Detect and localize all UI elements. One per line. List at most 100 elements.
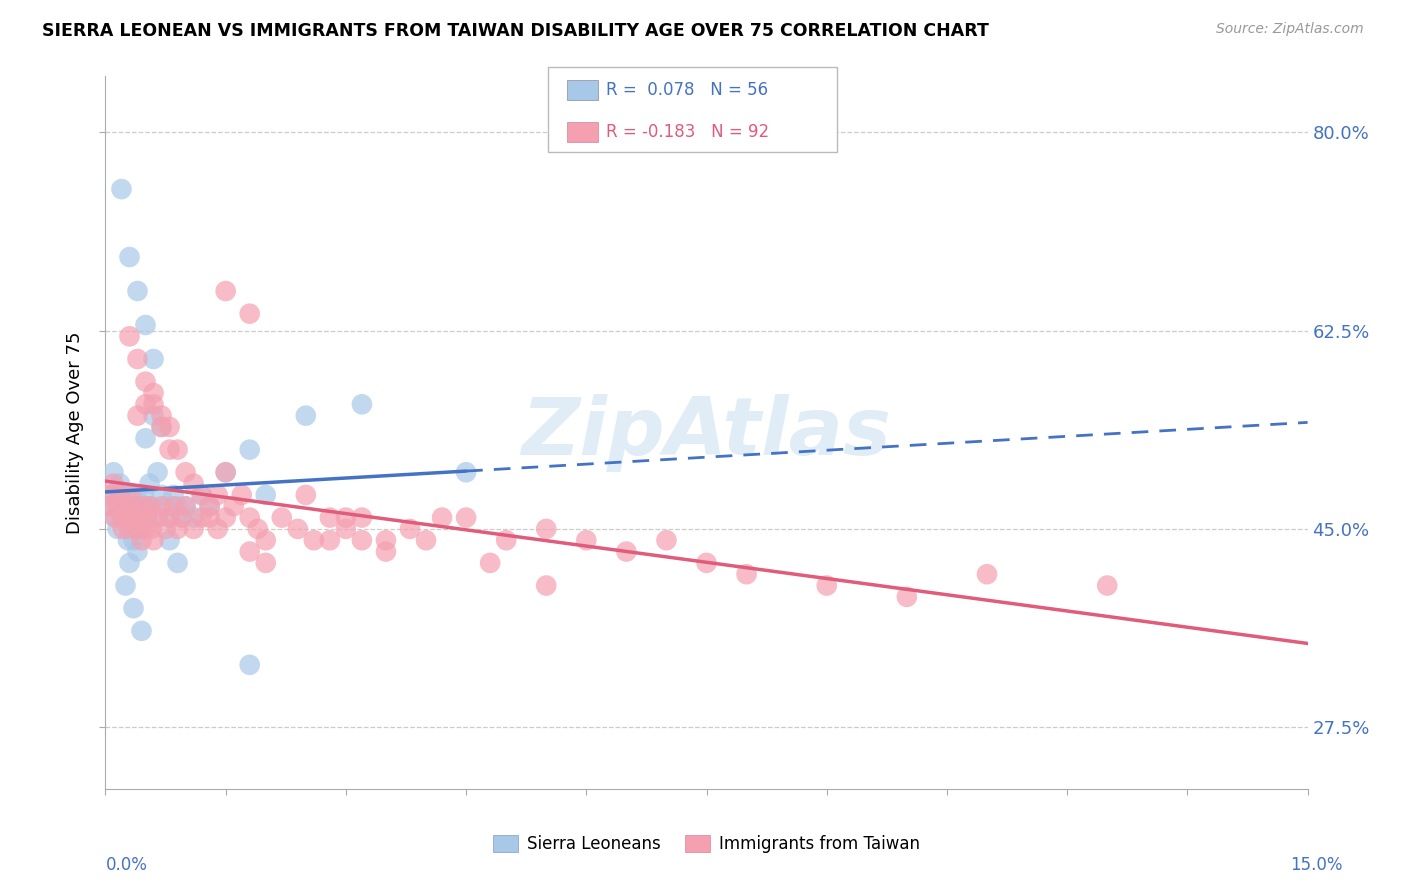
Point — [110, 510, 132, 524]
Point — [319, 510, 342, 524]
Point — [150, 420, 173, 434]
Point — [399, 522, 422, 536]
Point — [655, 533, 678, 548]
Point — [976, 567, 998, 582]
Point — [103, 465, 125, 479]
Point — [108, 488, 131, 502]
Point — [239, 442, 262, 457]
Point — [107, 522, 129, 536]
Point — [127, 284, 149, 298]
Point — [214, 510, 236, 524]
Point — [575, 533, 598, 548]
Text: 0.0%: 0.0% — [105, 855, 148, 873]
Point — [135, 500, 157, 514]
Point — [190, 488, 212, 502]
Point — [198, 500, 221, 514]
Point — [374, 533, 398, 548]
Text: SIERRA LEONEAN VS IMMIGRANTS FROM TAIWAN DISABILITY AGE OVER 75 CORRELATION CHAR: SIERRA LEONEAN VS IMMIGRANTS FROM TAIWAN… — [42, 22, 988, 40]
Point — [190, 488, 212, 502]
Point — [190, 510, 212, 524]
Point — [214, 465, 236, 479]
Point — [239, 307, 262, 321]
Point — [231, 488, 253, 502]
Point — [430, 510, 453, 524]
Point — [127, 409, 149, 423]
Point — [122, 601, 145, 615]
Point — [112, 522, 135, 536]
Point — [254, 556, 277, 570]
Point — [125, 500, 148, 514]
Point — [135, 431, 157, 445]
Point — [1097, 578, 1119, 592]
Point — [479, 556, 502, 570]
Legend: Sierra Leoneans, Immigrants from Taiwan: Sierra Leoneans, Immigrants from Taiwan — [486, 828, 927, 860]
Point — [141, 522, 163, 536]
Point — [120, 488, 142, 502]
Point — [270, 510, 292, 524]
Point — [135, 375, 157, 389]
Point — [127, 351, 149, 366]
Point — [146, 465, 169, 479]
Point — [815, 578, 838, 592]
Point — [150, 500, 173, 514]
Point — [696, 556, 718, 570]
Point — [127, 544, 149, 558]
Point — [239, 657, 262, 672]
Point — [135, 318, 157, 332]
Point — [166, 556, 188, 570]
Point — [162, 488, 184, 502]
Point — [118, 556, 141, 570]
Point — [150, 420, 173, 434]
Point — [295, 409, 318, 423]
Point — [110, 182, 132, 196]
Point — [101, 488, 124, 502]
Point — [735, 567, 758, 582]
Point — [118, 329, 141, 343]
Point — [108, 476, 131, 491]
Point — [128, 510, 150, 524]
Text: ZipAtlas: ZipAtlas — [522, 393, 891, 472]
Point — [214, 465, 236, 479]
Point — [174, 465, 197, 479]
Point — [374, 544, 398, 558]
Point — [150, 409, 173, 423]
Point — [170, 510, 193, 524]
Point — [302, 533, 325, 548]
Point — [127, 510, 149, 524]
Point — [207, 522, 229, 536]
Point — [142, 397, 165, 411]
Point — [107, 500, 129, 514]
Text: R = -0.183   N = 92: R = -0.183 N = 92 — [606, 123, 769, 141]
Point — [136, 510, 159, 524]
Point — [114, 500, 136, 514]
Point — [183, 522, 205, 536]
Point — [174, 500, 197, 514]
Point — [254, 488, 277, 502]
Point — [135, 397, 157, 411]
Point — [162, 500, 184, 514]
Point — [536, 578, 558, 592]
Point — [132, 500, 155, 514]
Point — [166, 522, 188, 536]
Text: Source: ZipAtlas.com: Source: ZipAtlas.com — [1216, 22, 1364, 37]
Point — [456, 465, 478, 479]
Point — [350, 510, 373, 524]
Point — [117, 510, 139, 524]
Point — [198, 500, 221, 514]
Point — [131, 624, 153, 638]
Point — [146, 510, 169, 524]
Point — [198, 510, 221, 524]
Point — [101, 500, 124, 514]
Point — [98, 500, 121, 514]
Point — [166, 442, 188, 457]
Point — [319, 533, 342, 548]
Point — [536, 522, 558, 536]
Point — [142, 533, 165, 548]
Y-axis label: Disability Age Over 75: Disability Age Over 75 — [66, 331, 84, 534]
Point — [141, 500, 163, 514]
Point — [132, 488, 155, 502]
Point — [170, 510, 193, 524]
Point — [142, 386, 165, 401]
Point — [122, 533, 145, 548]
Point — [159, 510, 181, 524]
